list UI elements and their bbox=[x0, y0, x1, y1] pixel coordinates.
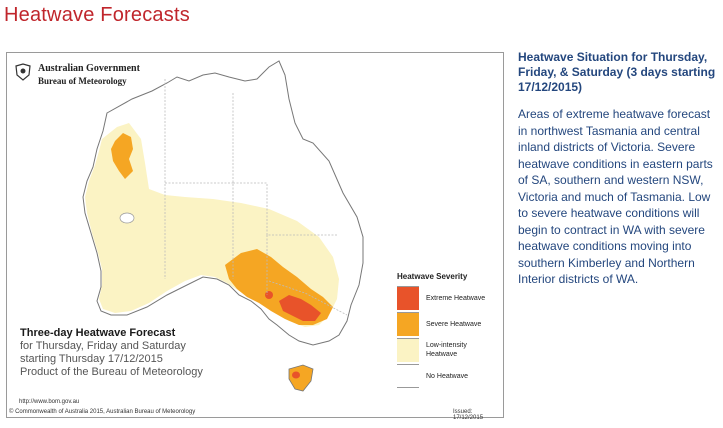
state-borders bbox=[164, 79, 348, 316]
situation-heading: Heatwave Situation for Thursday, Friday,… bbox=[518, 50, 716, 94]
page-title: Heatwave Forecasts bbox=[4, 4, 190, 26]
map-issued-date: Issued: 17/12/2015 bbox=[453, 409, 484, 421]
severity-legend: Heatwave Severity Extreme Heatwave Sever… bbox=[397, 272, 501, 389]
severe-heatwave-zone-kimberley bbox=[111, 133, 133, 179]
logo-government-label: Australian Government bbox=[38, 63, 140, 74]
legend-label-extreme: Extreme Heatwave bbox=[426, 294, 486, 302]
legend-item-none: No Heatwave bbox=[397, 363, 501, 389]
coat-of-arms-icon bbox=[15, 63, 31, 81]
tasmania bbox=[288, 364, 314, 392]
legend-item-severe: Severe Heatwave bbox=[397, 311, 501, 337]
legend-label-severe: Severe Heatwave bbox=[426, 320, 482, 328]
legend-title: Heatwave Severity bbox=[397, 272, 468, 281]
logo-bureau-label: Bureau of Meteorology bbox=[38, 76, 127, 86]
legend-swatch-severe bbox=[397, 312, 419, 336]
forecast-line-product: Product of the Bureau of Meteorology bbox=[20, 366, 203, 378]
legend-swatch-none bbox=[397, 364, 419, 388]
legend-label-low-intensity: Low-intensity Heatwave bbox=[426, 342, 467, 358]
extreme-heatwave-spot bbox=[265, 291, 273, 299]
australia-map bbox=[82, 60, 364, 392]
legend-swatch-low-intensity bbox=[397, 338, 419, 362]
legend-item-low-intensity: Low-intensity Heatwave bbox=[397, 337, 501, 363]
extreme-heatwave-zone-victoria bbox=[279, 295, 321, 321]
heatwave-map: Australian Government Bureau of Meteorol… bbox=[6, 52, 504, 421]
legend-swatch-extreme bbox=[397, 286, 419, 310]
forecast-title: Three-day Heatwave Forecast bbox=[20, 327, 176, 339]
map-copyright: © Commonwealth of Australia 2015, Austra… bbox=[9, 409, 196, 415]
tasmania-extreme-spot bbox=[292, 371, 300, 379]
situation-description: Areas of extreme heatwave forecast in no… bbox=[518, 107, 713, 286]
map-url: http://www.bom.gov.au bbox=[19, 399, 80, 405]
forecast-line-start: starting Thursday 17/12/2015 bbox=[20, 353, 163, 365]
forecast-line-days: for Thursday, Friday and Saturday bbox=[20, 340, 186, 352]
legend-label-none: No Heatwave bbox=[426, 372, 469, 380]
forecast-caption: Three-day Heatwave Forecast for Thursday… bbox=[20, 327, 203, 379]
legend-item-extreme: Extreme Heatwave bbox=[397, 285, 501, 311]
bom-logo: Australian Government Bureau of Meteorol… bbox=[13, 62, 140, 88]
lake bbox=[119, 212, 135, 224]
